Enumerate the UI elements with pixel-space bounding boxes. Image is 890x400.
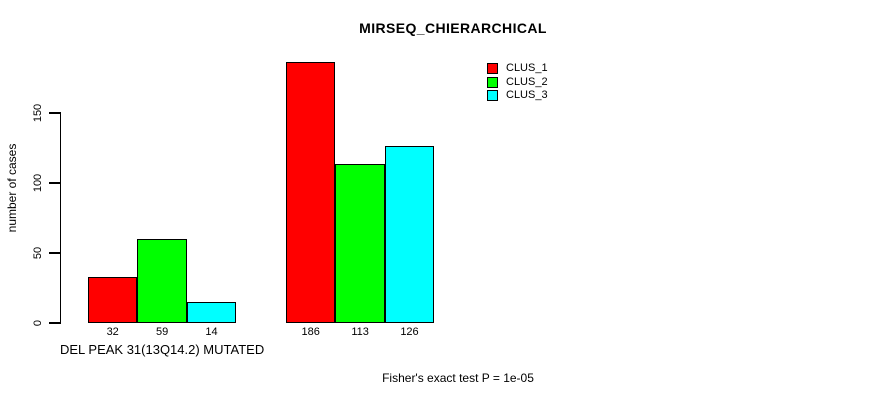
bar-value-label: 59 xyxy=(155,326,169,338)
bar-clus_1-group2 xyxy=(286,61,336,324)
legend: CLUS_1 CLUS_2 CLUS_3 xyxy=(487,62,548,102)
bar-clus_1-group1 xyxy=(88,277,138,324)
bar-clus_2-group2 xyxy=(335,163,385,324)
y-axis-tick xyxy=(48,182,60,184)
bar-value-label: 14 xyxy=(205,326,218,338)
bar-clus_3-group1 xyxy=(186,302,237,324)
y-axis-tick xyxy=(48,252,60,254)
y-axis-tick-label: 100 xyxy=(32,173,44,192)
x-axis-group-label: DEL PEAK 31(13Q14.2) MUTATED xyxy=(59,342,265,357)
y-axis-tick-label: 50 xyxy=(32,246,44,259)
bar-clus_3-group2 xyxy=(384,145,435,324)
legend-swatch-clus_2 xyxy=(487,76,498,88)
legend-item: CLUS_1 xyxy=(487,62,548,75)
bar-clus_2-group1 xyxy=(137,239,187,324)
chart-title: MIRSEQ_CHIERARCHICAL xyxy=(359,20,547,36)
legend-label: CLUS_3 xyxy=(506,88,548,101)
bar-value-label: 113 xyxy=(351,326,369,338)
legend-item: CLUS_3 xyxy=(487,89,548,102)
bar-value-label: 186 xyxy=(301,326,320,338)
bar-value-label: 32 xyxy=(106,326,119,338)
y-axis-line xyxy=(59,112,61,324)
fisher-test-annotation: Fisher's exact test P = 1e-05 xyxy=(382,371,534,385)
legend-swatch-clus_1 xyxy=(487,63,498,75)
legend-swatch-clus_3 xyxy=(487,89,498,101)
y-axis-tick xyxy=(48,112,60,114)
y-axis-tick-label: 0 xyxy=(32,319,44,326)
legend-label: CLUS_2 xyxy=(506,75,548,88)
legend-label: CLUS_1 xyxy=(506,62,548,75)
y-axis-tick xyxy=(48,322,60,324)
legend-item: CLUS_2 xyxy=(487,75,548,88)
bar-value-label: 126 xyxy=(400,326,419,338)
y-axis-tick-label: 150 xyxy=(32,103,44,122)
